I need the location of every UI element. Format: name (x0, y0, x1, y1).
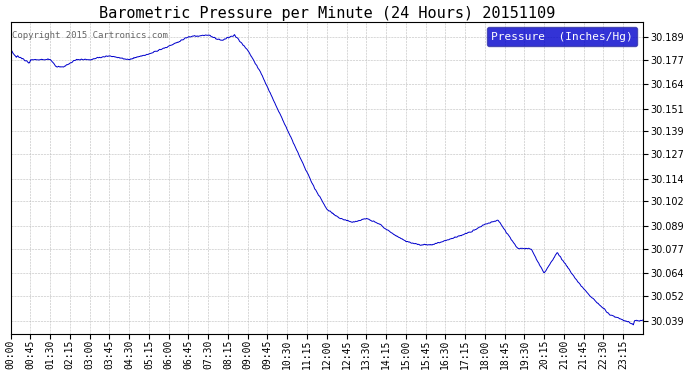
Title: Barometric Pressure per Minute (24 Hours) 20151109: Barometric Pressure per Minute (24 Hours… (99, 6, 555, 21)
Text: Copyright 2015 Cartronics.com: Copyright 2015 Cartronics.com (12, 31, 168, 40)
Legend: Pressure  (Inches/Hg): Pressure (Inches/Hg) (486, 27, 638, 46)
